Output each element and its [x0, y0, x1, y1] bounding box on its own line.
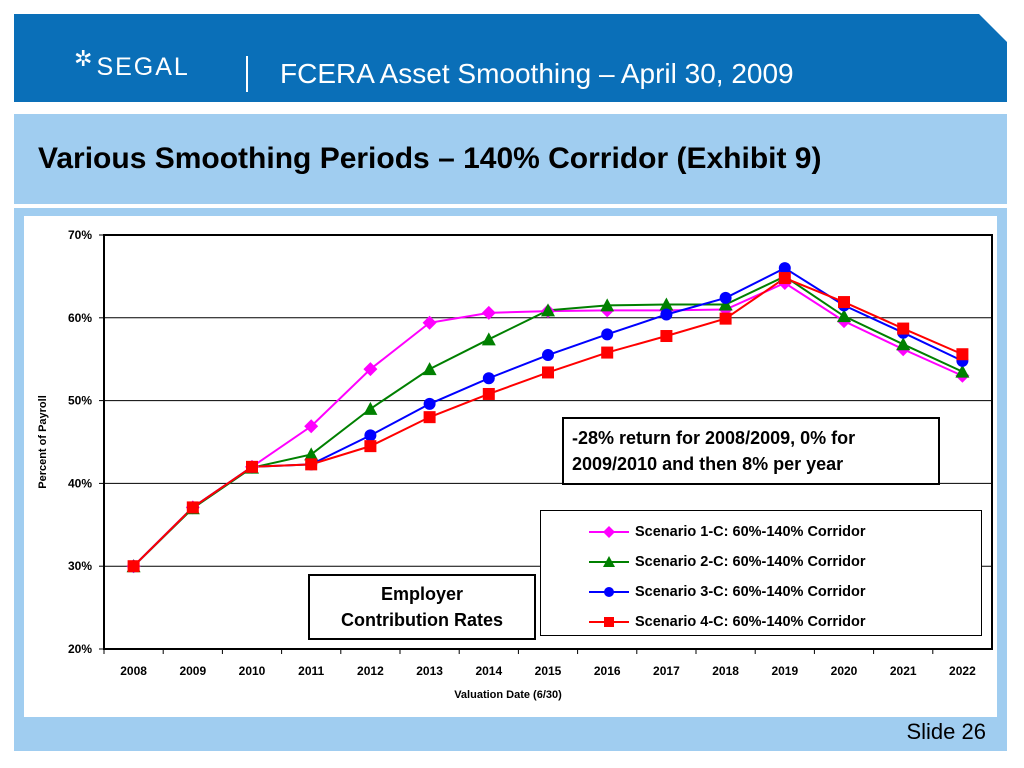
- data-point-triangle: [541, 303, 555, 317]
- data-point-square: [778, 272, 791, 285]
- y-tick-label: 40%: [68, 476, 92, 490]
- data-point-square: [542, 366, 554, 379]
- x-tick-label: 2008: [120, 664, 147, 678]
- data-point-diamond: [422, 315, 437, 330]
- data-point-square: [660, 330, 673, 343]
- legend-item: Scenario 3-C: 60%-140% Corridor: [541, 577, 981, 607]
- data-point-square: [305, 458, 318, 471]
- data-point-square: [186, 501, 199, 514]
- data-point-square: [897, 322, 910, 335]
- employer-contribution-label: Employer Contribution Rates: [308, 574, 536, 640]
- y-axis-title: Percent of Payroll: [37, 395, 49, 489]
- employer-line-1: Employer: [380, 584, 464, 604]
- legend-item: Scenario 1-C: 60%-140% Corridor: [541, 517, 981, 547]
- data-point-square: [956, 348, 969, 361]
- logo-text: SEGAL: [96, 53, 190, 81]
- legend-label: Scenario 4-C: 60%-140% Corridor: [635, 614, 866, 630]
- x-tick-label: 2013: [416, 664, 443, 678]
- legend-swatch: [589, 587, 629, 597]
- star-mark-icon: ✲: [74, 46, 93, 71]
- data-point-diamond: [304, 419, 319, 434]
- x-tick-label: 2020: [831, 664, 858, 678]
- data-point-circle: [660, 308, 673, 321]
- y-tick-label: 70%: [68, 228, 92, 242]
- header-bar: ✲ SEGAL FCERA Asset Smoothing – April 30…: [14, 14, 1007, 102]
- y-tick-label: 30%: [68, 559, 92, 573]
- line-chart: 20% 30% 40% 50% 60% 70% 2008 2009 2010 2011 2012 20…: [37, 228, 993, 701]
- data-point-square: [127, 560, 140, 573]
- data-point-circle: [364, 429, 377, 442]
- plot-frame: [103, 234, 993, 650]
- slide-number: Slide 26: [906, 719, 986, 744]
- legend-marker: [603, 526, 615, 538]
- y-tick-label: 20%: [68, 642, 92, 656]
- x-tick-label: 2019: [771, 664, 798, 678]
- segal-logo: ✲ SEGAL: [74, 46, 190, 84]
- x-tick-label: 2012: [357, 664, 384, 678]
- data-point-circle: [423, 397, 436, 410]
- data-point-circle: [542, 349, 554, 362]
- title-band: Various Smoothing Periods – 140% Corrido…: [14, 114, 1007, 204]
- data-point-triangle: [304, 447, 319, 461]
- data-point-circle: [482, 372, 495, 385]
- data-point-triangle: [896, 337, 911, 351]
- data-point-circle: [719, 291, 732, 304]
- data-point-circle: [601, 328, 614, 341]
- header-title: FCERA Asset Smoothing – April 30, 2009: [280, 58, 794, 89]
- data-point-square: [246, 460, 258, 473]
- data-point-diamond: [481, 305, 496, 320]
- data-point-square: [601, 346, 614, 359]
- y-tick-label: 50%: [68, 394, 92, 408]
- data-point-square: [423, 411, 436, 424]
- chart-panel: 20% 30% 40% 50% 60% 70% 2008 2009 2010 2011 2012 20…: [14, 208, 1007, 751]
- data-point-square: [838, 296, 850, 309]
- slide-title: Various Smoothing Periods – 140% Corrido…: [38, 142, 822, 175]
- legend-swatch: [589, 526, 629, 538]
- legend-marker: [604, 617, 614, 627]
- chart-area: 20% 30% 40% 50% 60% 70% 2008 2009 2010 2011 2012 20…: [24, 216, 997, 717]
- data-point-triangle: [600, 298, 615, 312]
- x-tick-label: 2016: [594, 664, 621, 678]
- legend-marker: [603, 556, 615, 567]
- x-tick-label: 2011: [298, 664, 324, 678]
- data-point-triangle: [955, 364, 970, 378]
- x-tick-label: 2014: [475, 664, 502, 678]
- x-axis-title: Valuation Date (6/30): [454, 689, 562, 701]
- data-point-diamond: [363, 362, 378, 377]
- data-point-circle: [778, 262, 791, 275]
- legend-label: Scenario 3-C: 60%-140% Corridor: [635, 584, 866, 600]
- employer-line-2: Contribution Rates: [341, 610, 503, 630]
- chart-legend: Scenario 1-C: 60%-140% Corridor Scenario …: [540, 510, 982, 636]
- data-point-square: [482, 387, 495, 400]
- data-point-triangle: [481, 332, 496, 346]
- legend-item: Scenario 4-C: 60%-140% Corridor: [541, 607, 981, 637]
- x-tick-label: 2021: [890, 664, 917, 678]
- note-line-2: 2009/2010 and then 8% per year: [572, 454, 844, 474]
- legend-marker: [604, 587, 614, 597]
- legend-swatch: [589, 617, 629, 627]
- data-point-triangle: [422, 362, 437, 376]
- data-point-square: [364, 440, 377, 453]
- data-point-triangle: [718, 297, 733, 311]
- assumption-note: -28% return for 2008/2009, 0% for 2009/2…: [562, 417, 940, 485]
- data-point-triangle: [363, 401, 378, 415]
- y-tick-label: 60%: [68, 311, 92, 325]
- data-point-square: [719, 312, 732, 325]
- legend-label: Scenario 2-C: 60%-140% Corridor: [635, 554, 866, 570]
- data-point-triangle: [837, 309, 851, 323]
- note-line-1: -28% return for 2008/2009, 0% for: [572, 428, 856, 448]
- x-tick-label: 2017: [653, 664, 680, 678]
- legend-swatch: [589, 556, 629, 567]
- legend-label: Scenario 1-C: 60%-140% Corridor: [635, 524, 866, 540]
- x-tick-label: 2015: [535, 664, 562, 678]
- x-tick-label: 2018: [712, 664, 739, 678]
- x-tick-label: 2010: [239, 664, 266, 678]
- legend-item: Scenario 2-C: 60%-140% Corridor: [541, 547, 981, 577]
- x-tick-label: 2022: [949, 664, 976, 678]
- x-tick-label: 2009: [179, 664, 206, 678]
- header-separator: [246, 56, 248, 92]
- data-point-triangle: [659, 297, 674, 311]
